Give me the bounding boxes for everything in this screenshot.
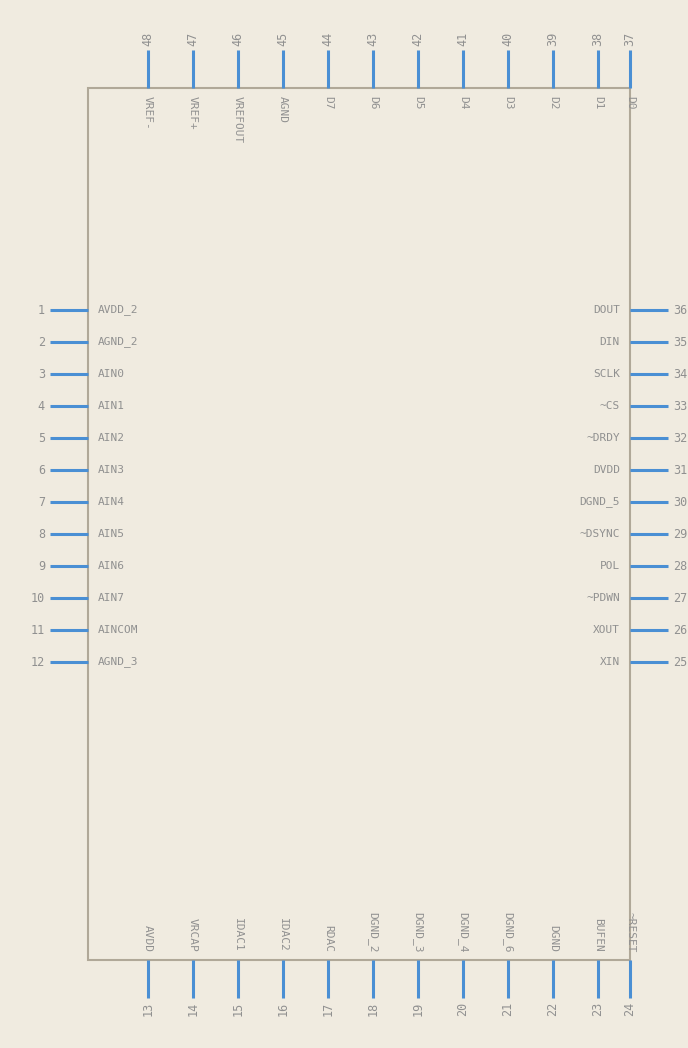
Text: AIN6: AIN6 <box>98 561 125 571</box>
Text: 37: 37 <box>623 31 636 46</box>
Text: AGND_3: AGND_3 <box>98 656 138 668</box>
Text: 44: 44 <box>321 31 334 46</box>
Text: D1: D1 <box>593 96 603 109</box>
Text: 25: 25 <box>673 655 687 669</box>
Text: ~RESET: ~RESET <box>625 912 635 952</box>
Text: VREFOUT: VREFOUT <box>233 96 243 144</box>
Text: VREF-: VREF- <box>143 96 153 130</box>
Text: AGND_2: AGND_2 <box>98 336 138 348</box>
Text: D2: D2 <box>548 96 558 109</box>
Text: D4: D4 <box>458 96 468 109</box>
Text: ~DSYNC: ~DSYNC <box>579 529 620 539</box>
Text: 4: 4 <box>38 399 45 413</box>
Text: D0: D0 <box>625 96 635 109</box>
Text: 22: 22 <box>546 1002 559 1017</box>
Text: 17: 17 <box>321 1002 334 1017</box>
Text: DGND_2: DGND_2 <box>367 912 378 952</box>
Text: AIN0: AIN0 <box>98 369 125 379</box>
Text: AGND: AGND <box>278 96 288 123</box>
Text: ~PDWN: ~PDWN <box>586 593 620 603</box>
Text: 11: 11 <box>31 624 45 636</box>
Text: 33: 33 <box>673 399 687 413</box>
Text: 27: 27 <box>673 591 687 605</box>
Text: 36: 36 <box>673 304 687 316</box>
Text: 21: 21 <box>502 1002 515 1017</box>
Text: 43: 43 <box>367 31 380 46</box>
Text: 30: 30 <box>673 496 687 508</box>
Text: 46: 46 <box>231 31 244 46</box>
Text: 45: 45 <box>277 31 290 46</box>
Text: DGND_5: DGND_5 <box>579 497 620 507</box>
Text: DGND_6: DGND_6 <box>502 912 513 952</box>
Text: DGND_3: DGND_3 <box>413 912 423 952</box>
Text: ~DRDY: ~DRDY <box>586 433 620 443</box>
Text: AIN3: AIN3 <box>98 465 125 475</box>
Text: 9: 9 <box>38 560 45 572</box>
Text: BUFEN: BUFEN <box>593 918 603 952</box>
Text: 13: 13 <box>142 1002 155 1017</box>
Text: 31: 31 <box>673 463 687 477</box>
Text: D5: D5 <box>413 96 423 109</box>
Text: DVDD: DVDD <box>593 465 620 475</box>
Text: AIN2: AIN2 <box>98 433 125 443</box>
Text: XOUT: XOUT <box>593 625 620 635</box>
Text: 23: 23 <box>592 1002 605 1017</box>
Text: 8: 8 <box>38 527 45 541</box>
Text: 40: 40 <box>502 31 515 46</box>
Text: 47: 47 <box>186 31 200 46</box>
Text: 20: 20 <box>457 1002 469 1017</box>
Text: D6: D6 <box>368 96 378 109</box>
Text: D3: D3 <box>503 96 513 109</box>
Text: 29: 29 <box>673 527 687 541</box>
Text: POL: POL <box>600 561 620 571</box>
Text: DOUT: DOUT <box>593 305 620 315</box>
Text: VREF+: VREF+ <box>188 96 198 130</box>
Text: AVDD: AVDD <box>143 925 153 952</box>
Text: 38: 38 <box>592 31 605 46</box>
Text: 7: 7 <box>38 496 45 508</box>
Text: 35: 35 <box>673 335 687 349</box>
Text: 6: 6 <box>38 463 45 477</box>
Text: 41: 41 <box>457 31 469 46</box>
Text: 48: 48 <box>142 31 155 46</box>
Text: AIN5: AIN5 <box>98 529 125 539</box>
Bar <box>88 88 630 960</box>
Text: 26: 26 <box>673 624 687 636</box>
Text: D7: D7 <box>323 96 333 109</box>
Text: XIN: XIN <box>600 657 620 667</box>
Text: ~CS: ~CS <box>600 401 620 411</box>
Text: AINCOM: AINCOM <box>98 625 138 635</box>
Text: AIN1: AIN1 <box>98 401 125 411</box>
Text: 2: 2 <box>38 335 45 349</box>
Text: 42: 42 <box>411 31 424 46</box>
Text: DGND: DGND <box>548 925 558 952</box>
Text: AVDD_2: AVDD_2 <box>98 305 138 315</box>
Text: AIN4: AIN4 <box>98 497 125 507</box>
Text: DGND_4: DGND_4 <box>458 912 469 952</box>
Text: SCLK: SCLK <box>593 369 620 379</box>
Text: IDAC2: IDAC2 <box>278 918 288 952</box>
Text: 3: 3 <box>38 368 45 380</box>
Text: 34: 34 <box>673 368 687 380</box>
Text: 19: 19 <box>411 1002 424 1017</box>
Text: DIN: DIN <box>600 337 620 347</box>
Text: IDAC1: IDAC1 <box>233 918 243 952</box>
Text: 32: 32 <box>673 432 687 444</box>
Text: 10: 10 <box>31 591 45 605</box>
Text: 12: 12 <box>31 655 45 669</box>
Text: 1: 1 <box>38 304 45 316</box>
Text: 5: 5 <box>38 432 45 444</box>
Text: 15: 15 <box>231 1002 244 1017</box>
Text: RDAC: RDAC <box>323 925 333 952</box>
Text: 28: 28 <box>673 560 687 572</box>
Text: 14: 14 <box>186 1002 200 1017</box>
Text: 24: 24 <box>623 1002 636 1017</box>
Text: 18: 18 <box>367 1002 380 1017</box>
Text: 16: 16 <box>277 1002 290 1017</box>
Text: VRCAP: VRCAP <box>188 918 198 952</box>
Text: AIN7: AIN7 <box>98 593 125 603</box>
Text: 39: 39 <box>546 31 559 46</box>
